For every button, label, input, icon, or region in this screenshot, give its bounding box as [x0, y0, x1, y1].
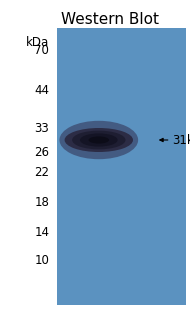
Text: 44: 44 — [34, 83, 49, 96]
Text: 33: 33 — [35, 121, 49, 134]
Text: 31kDa: 31kDa — [173, 133, 190, 146]
Ellipse shape — [65, 128, 133, 152]
Text: Western Blot: Western Blot — [61, 12, 159, 27]
Text: 18: 18 — [34, 196, 49, 209]
Text: 14: 14 — [34, 226, 49, 239]
Text: 26: 26 — [34, 146, 49, 159]
Ellipse shape — [80, 133, 118, 146]
Ellipse shape — [89, 136, 109, 144]
Ellipse shape — [72, 131, 125, 149]
Text: 10: 10 — [34, 253, 49, 266]
Bar — [57, 28, 186, 305]
Text: kDa: kDa — [26, 36, 49, 49]
Text: 70: 70 — [34, 44, 49, 57]
Ellipse shape — [59, 121, 138, 159]
Text: 22: 22 — [34, 166, 49, 179]
